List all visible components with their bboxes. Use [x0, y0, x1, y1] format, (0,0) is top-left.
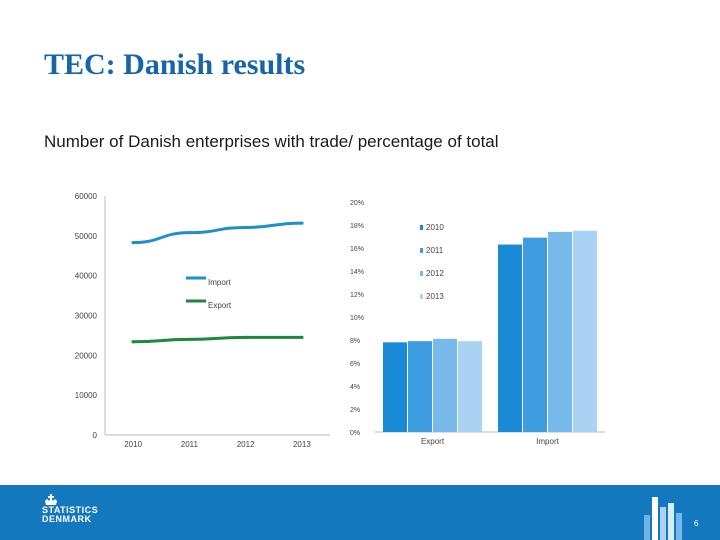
- data-point: [244, 335, 248, 340]
- x-tick-label: 2011: [181, 440, 199, 449]
- legend-label: Export: [208, 301, 232, 310]
- data-point: [131, 241, 135, 245]
- series-line-export: [131, 335, 304, 344]
- y-tick-label: 14%: [350, 269, 364, 276]
- bar-import-2011: [523, 237, 547, 432]
- legend-label: 2012: [426, 269, 444, 278]
- y-tick-label: 18%: [350, 223, 364, 230]
- chart-subtitle: Number of Danish enterprises with trade/…: [44, 132, 499, 151]
- bar-export-2010: [383, 342, 407, 432]
- y-tick-label: 60000: [75, 192, 98, 201]
- bar-import-2010: [498, 244, 522, 432]
- y-tick-label: 40000: [75, 272, 98, 281]
- statistics-denmark-logo: STATISTICS DENMARK: [42, 506, 98, 524]
- legend-swatch: [420, 271, 423, 276]
- y-tick-label: 0: [93, 431, 98, 440]
- y-tick-label: 8%: [350, 338, 360, 345]
- bar-import-2012: [548, 231, 572, 432]
- y-tick-label: 4%: [350, 384, 360, 391]
- y-tick-label: 0%: [350, 430, 360, 437]
- logo-line-1: STATISTICS: [42, 505, 99, 515]
- x-tick-label: 2012: [237, 440, 255, 449]
- crown-logo-icon: [45, 494, 57, 505]
- line-chart: 60000 50000 40000 30000 20000 10000 0 2010 2011 2…: [75, 192, 330, 449]
- y-tick-label: 30000: [75, 312, 98, 321]
- bar-chart: 20% 18% 16% 14% 12% 10% 8% 6% 4% 2% 0% Export Import…: [350, 200, 605, 446]
- data-point: [131, 340, 135, 344]
- data-point: [187, 337, 191, 341]
- y-tick-label: 12%: [350, 292, 364, 299]
- bar-export-2013: [458, 341, 482, 432]
- legend-label: Import: [208, 278, 231, 287]
- y-tick-label: 10%: [350, 315, 364, 322]
- logo-line-2: DENMARK: [42, 514, 92, 524]
- legend-swatch: [420, 225, 423, 230]
- x-tick-label: Import: [536, 437, 559, 446]
- y-tick-label: 20%: [350, 200, 364, 207]
- footer-bar: [0, 485, 720, 540]
- series-line-import: [131, 221, 304, 245]
- y-tick-label: 20000: [75, 351, 98, 360]
- page-number: 6: [694, 519, 699, 528]
- slide-title: TEC: Danish results: [44, 48, 306, 81]
- y-tick-label: 2%: [350, 407, 360, 414]
- bar-export-2011: [408, 341, 432, 432]
- x-tick-label: Export: [421, 437, 445, 446]
- y-tick-label: 6%: [350, 361, 360, 368]
- data-point: [300, 335, 304, 340]
- data-point: [244, 225, 248, 230]
- legend-swatch: [420, 294, 423, 299]
- y-tick-label: 50000: [75, 232, 98, 241]
- x-tick-label: 2010: [124, 440, 142, 449]
- bar-export-2012: [433, 338, 457, 432]
- legend-label: 2013: [426, 292, 444, 301]
- data-point: [300, 221, 304, 225]
- bar-import-2013: [573, 230, 597, 432]
- x-tick-label: 2013: [293, 440, 311, 449]
- legend-label: 2011: [426, 246, 444, 255]
- footer-bar-graphic-icon: [644, 497, 682, 540]
- y-tick-label: 16%: [350, 246, 364, 253]
- legend-label: 2010: [426, 223, 444, 232]
- y-tick-label: 10000: [75, 391, 98, 400]
- data-point: [187, 231, 191, 235]
- legend-swatch: [420, 248, 423, 253]
